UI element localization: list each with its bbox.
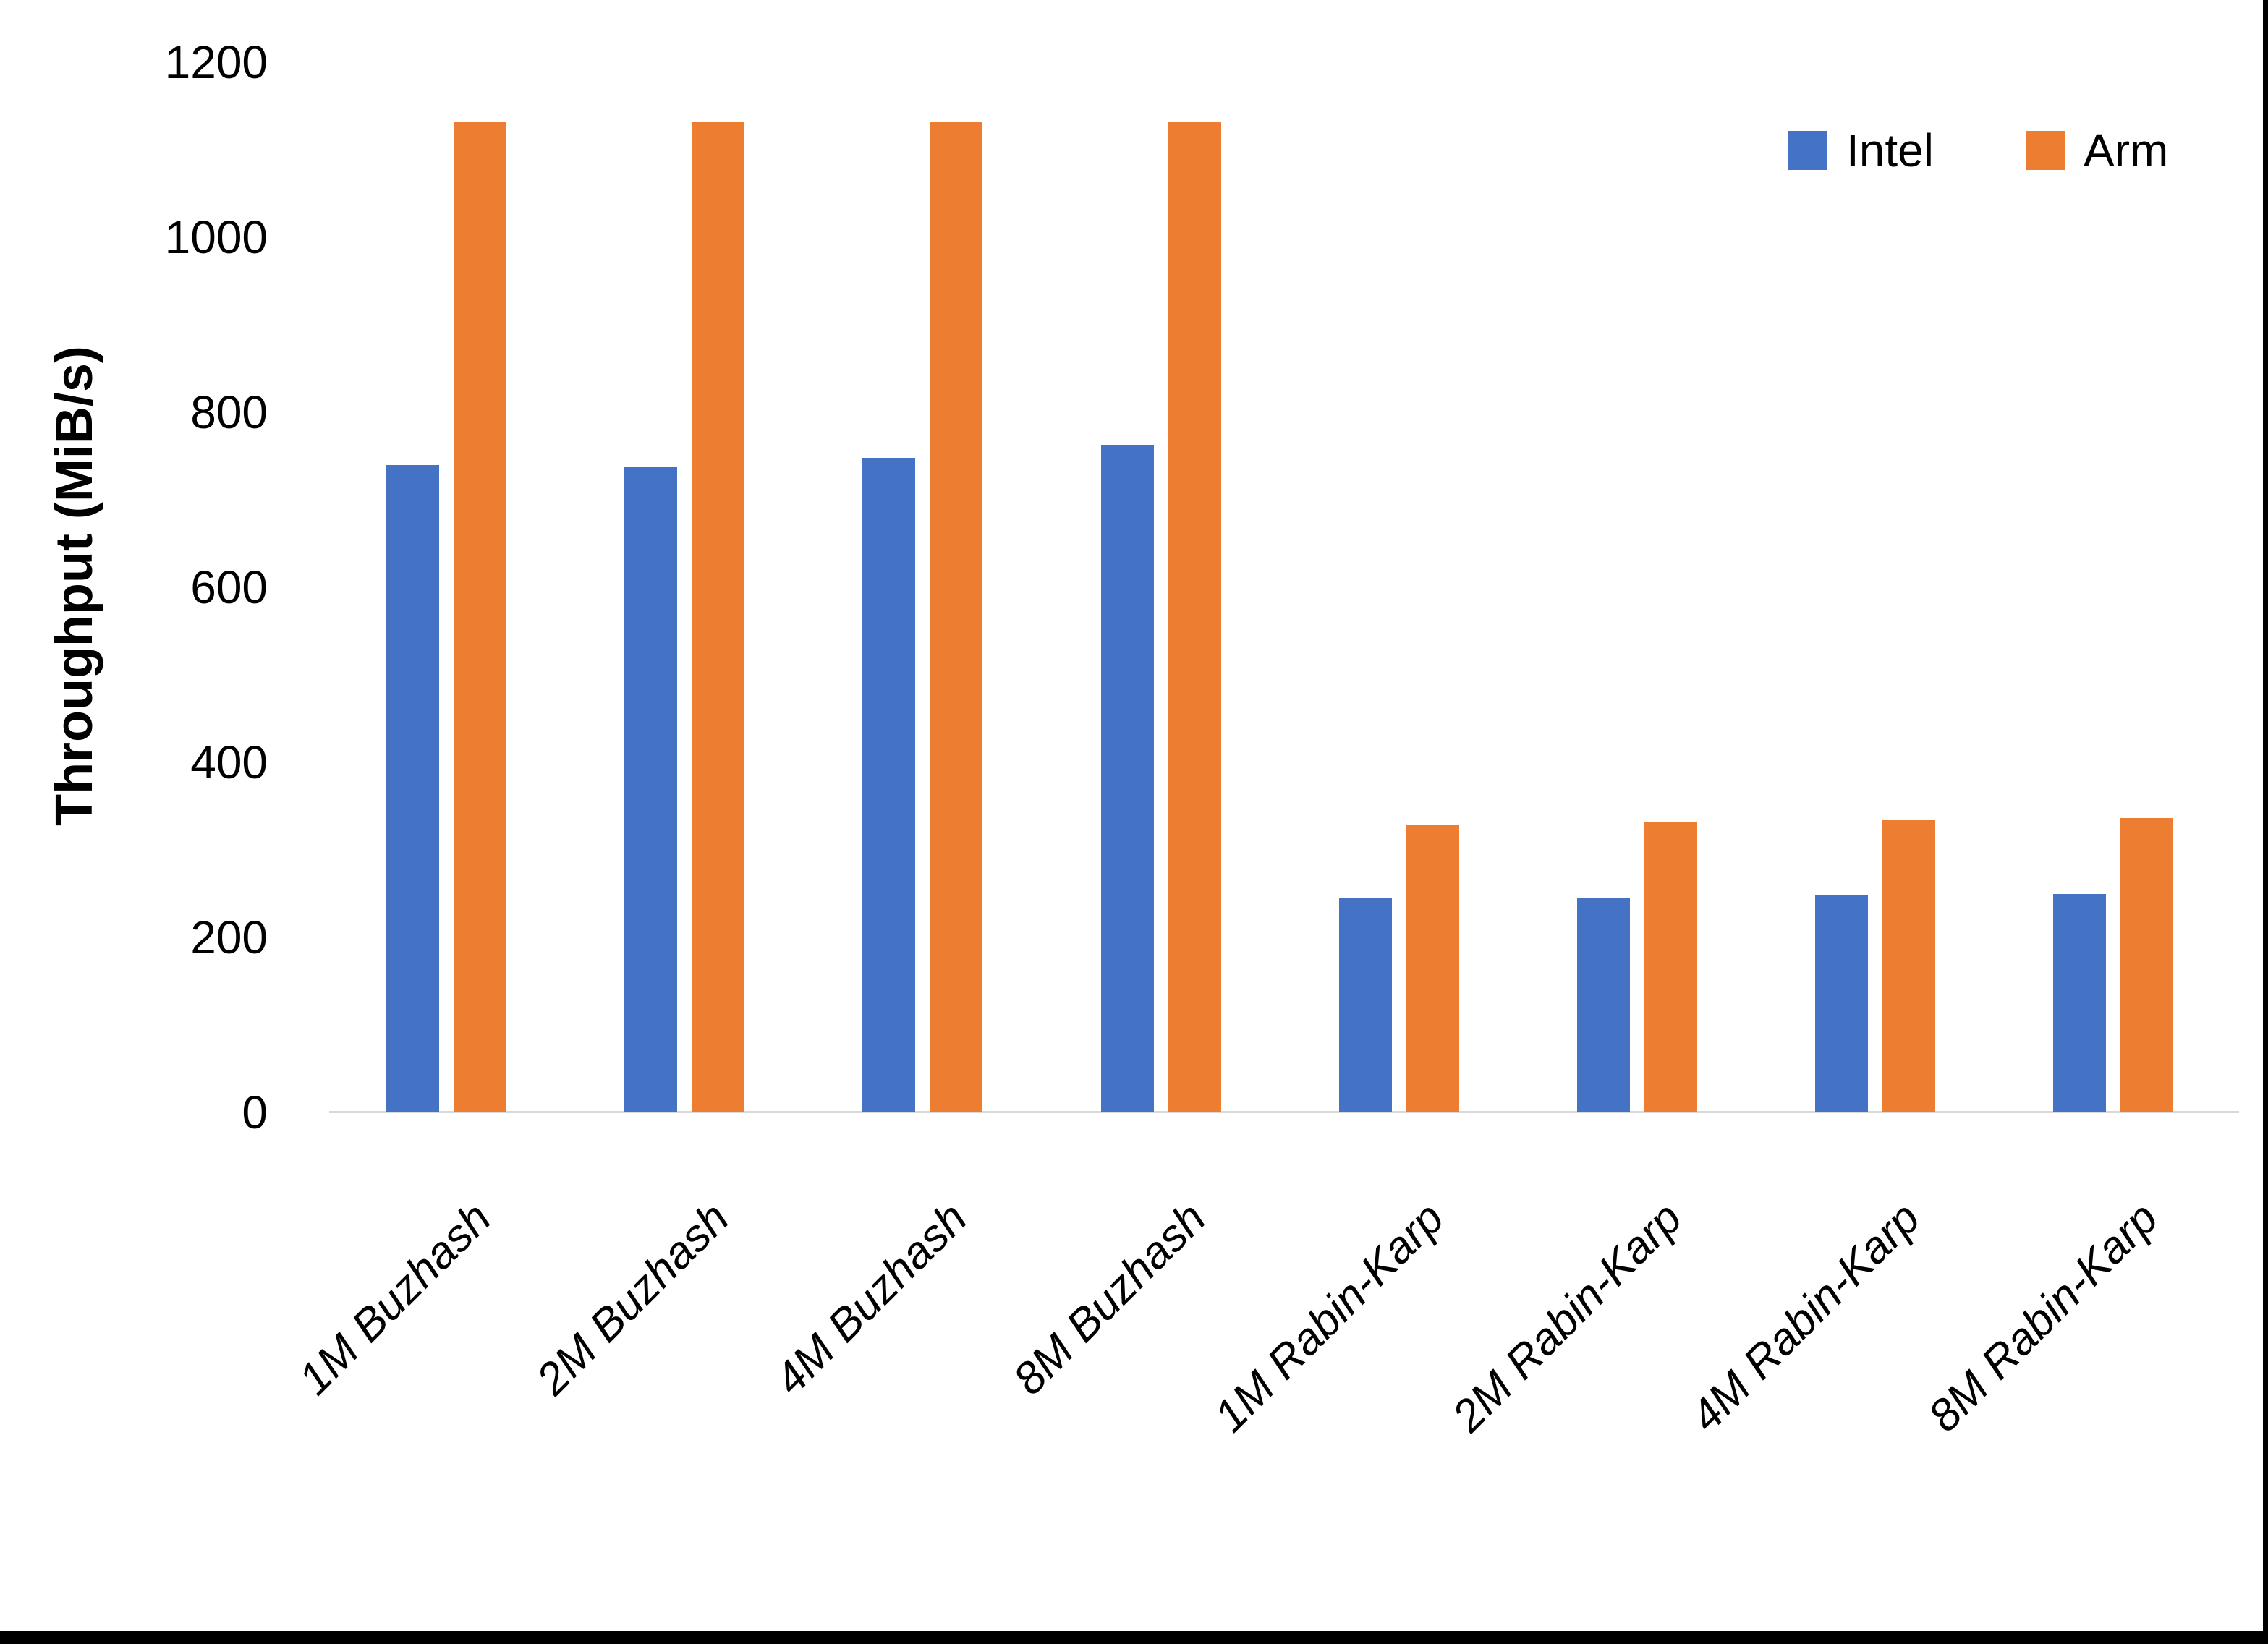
x-category-label-2m-buzhash: 2M Buzhash — [527, 1193, 739, 1405]
y-tick-label-1200: 1200 — [164, 36, 268, 88]
bar-arm-2m-buzhash — [692, 122, 745, 1112]
bar-arm-8m-buzhash — [1168, 122, 1221, 1112]
bar-arm-1m-rabin-karp — [1406, 825, 1459, 1112]
y-tick-label-0: 0 — [242, 1086, 268, 1138]
legend-label-arm: Arm — [2084, 124, 2169, 176]
bar-intel-1m-buzhash — [386, 464, 439, 1112]
legend-swatch-intel — [1788, 131, 1827, 170]
bar-intel-8m-rabin-karp — [2053, 893, 2107, 1112]
bar-intel-2m-rabin-karp — [1577, 898, 1630, 1112]
legend-item-intel: Intel — [1788, 127, 1934, 174]
bar-intel-1m-rabin-karp — [1338, 898, 1392, 1112]
y-tick-label-800: 800 — [190, 386, 268, 438]
bar-arm-8m-rabin-karp — [2120, 818, 2174, 1112]
y-tick-label-400: 400 — [190, 736, 268, 788]
bar-arm-1m-buzhash — [454, 122, 506, 1112]
x-category-label-4m-buzhash: 4M Buzhash — [765, 1193, 977, 1405]
x-category-label-1m-buzhash: 1M Buzhash — [289, 1193, 501, 1405]
x-category-label-2m-rabin-karp: 2M Rabin-Karp — [1443, 1193, 1692, 1442]
x-category-label-8m-buzhash: 8M Buzhash — [1003, 1193, 1215, 1405]
x-category-label-8m-rabin-karp: 8M Rabin-Karp — [1919, 1193, 2168, 1442]
legend-swatch-arm — [2026, 131, 2065, 170]
frame-border-right — [2263, 0, 2268, 1644]
bar-intel-4m-rabin-karp — [1815, 894, 1869, 1112]
y-tick-label-200: 200 — [190, 911, 268, 963]
bar-intel-8m-buzhash — [1100, 444, 1154, 1112]
x-category-label-4m-rabin-karp: 4M Rabin-Karp — [1681, 1193, 1930, 1442]
legend-item-arm: Arm — [2026, 127, 2168, 174]
x-axis-line — [329, 1111, 2239, 1113]
bar-intel-2m-buzhash — [624, 467, 678, 1112]
bar-intel-4m-buzhash — [862, 457, 916, 1112]
bar-arm-4m-buzhash — [930, 122, 983, 1112]
legend-label-intel: Intel — [1846, 124, 1934, 176]
bar-arm-4m-rabin-karp — [1882, 819, 1936, 1112]
y-tick-label-1000: 1000 — [164, 211, 268, 263]
x-category-label-1m-rabin-karp: 1M Rabin-Karp — [1205, 1193, 1454, 1442]
y-tick-label-600: 600 — [190, 561, 268, 613]
frame-border-bottom — [0, 1631, 2268, 1644]
bar-arm-2m-rabin-karp — [1644, 822, 1697, 1112]
